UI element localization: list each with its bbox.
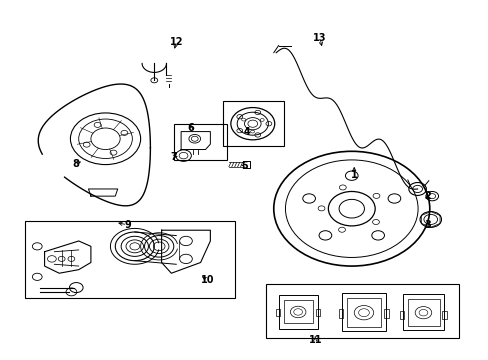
Bar: [402, 294, 444, 330]
Bar: [278, 295, 317, 329]
Bar: [266, 284, 458, 338]
Bar: [316, 309, 320, 316]
Text: 4: 4: [243, 127, 250, 136]
Text: 5: 5: [241, 161, 247, 171]
Text: 9: 9: [124, 220, 131, 230]
Text: 11: 11: [308, 334, 321, 345]
Bar: [442, 311, 446, 319]
Text: 3: 3: [423, 220, 430, 230]
Bar: [407, 300, 439, 325]
Text: 8: 8: [73, 159, 80, 169]
Bar: [341, 293, 385, 330]
Bar: [276, 309, 280, 316]
Text: 6: 6: [187, 123, 194, 133]
Text: 1: 1: [350, 170, 357, 180]
Text: 10: 10: [201, 275, 214, 285]
Bar: [25, 221, 234, 298]
Text: 13: 13: [313, 33, 326, 43]
Bar: [338, 309, 343, 318]
Bar: [346, 298, 380, 327]
Bar: [399, 311, 404, 319]
Bar: [173, 125, 227, 160]
Bar: [222, 101, 283, 146]
Bar: [384, 309, 388, 318]
Text: 2: 2: [423, 191, 430, 201]
Bar: [283, 300, 312, 323]
Text: 12: 12: [169, 37, 183, 47]
Text: 7: 7: [170, 152, 177, 162]
